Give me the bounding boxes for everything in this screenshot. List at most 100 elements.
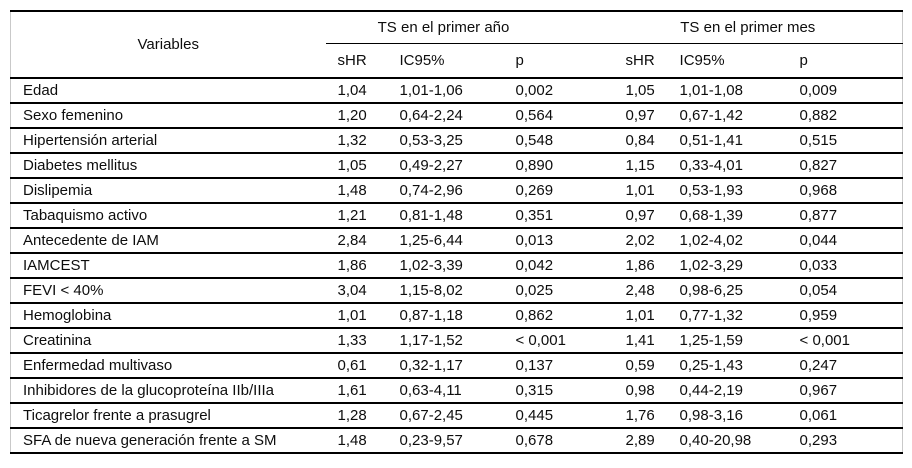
cell-shr-year: 1,32 (325, 128, 388, 154)
cell-variable: Antecedente de IAM (10, 228, 326, 254)
group-header-row: Variables TS en el primer año TS en el p… (10, 11, 903, 79)
cell-ic95-month: 1,01-1,08 (667, 78, 788, 104)
table-row: Tabaquismo activo 1,21 0,81-1,48 0,351 0,97 0… (10, 203, 903, 229)
cell-variable: Sexo femenino (10, 103, 326, 129)
cell-variable: Edad (10, 78, 326, 104)
table-row: Hipertensión arterial 1,32 0,53-3,25 0,548 0… (10, 128, 903, 154)
cell-ic95-month: 1,02-4,02 (667, 228, 788, 254)
cell-p-year: 0,890 (503, 153, 614, 179)
cell-p-month: 0,293 (787, 428, 903, 454)
cell-shr-month: 1,05 (613, 78, 668, 104)
table-row: FEVI < 40% 3,04 1,15-8,02 0,025 2,48 0,98-6,2… (10, 278, 903, 304)
cell-shr-month: 0,59 (613, 353, 668, 379)
cell-variable: Hemoglobina (10, 303, 326, 329)
cell-shr-year: 1,61 (325, 378, 388, 404)
cell-ic95-year: 0,81-1,48 (387, 203, 504, 229)
cell-p-year: 0,564 (503, 103, 614, 129)
table-row: Sexo femenino 1,20 0,64-2,24 0,564 0,97 0,67-… (10, 103, 903, 129)
cell-p-year: 0,678 (503, 428, 614, 454)
cell-p-month: 0,033 (787, 253, 903, 279)
cell-variable: Tabaquismo activo (10, 203, 326, 229)
cell-ic95-year: 1,02-3,39 (387, 253, 504, 279)
table-row: SFA de nueva generación frente a SM 1,48 0… (10, 428, 903, 454)
cell-ic95-month: 0,77-1,32 (667, 303, 788, 329)
cell-shr-year: 1,48 (325, 428, 388, 454)
subheader-row: sHR IC95% p sHR IC95% p (11, 43, 903, 79)
group-header-first-year: TS en el primer año (325, 11, 614, 44)
cell-ic95-year: 0,67-2,45 (387, 403, 504, 429)
table-row: Enfermedad multivaso 0,61 0,32-1,17 0,137 0,… (10, 353, 903, 379)
cell-shr-year: 1,33 (325, 328, 388, 354)
cell-p-year: 0,862 (503, 303, 614, 329)
cell-p-month: 0,967 (787, 378, 903, 404)
table-row: IAMCEST 1,86 1,02-3,39 0,042 1,86 1,02-3,29 0,… (10, 253, 903, 279)
cell-ic95-month: 0,25-1,43 (667, 353, 788, 379)
table-row: Diabetes mellitus 1,05 0,49-2,27 0,890 1,15 0… (10, 153, 903, 179)
cell-p-year: < 0,001 (503, 328, 614, 354)
cell-ic95-year: 0,23-9,57 (387, 428, 504, 454)
cell-p-year: 0,269 (503, 178, 614, 204)
cell-shr-year: 3,04 (325, 278, 388, 304)
table-body: Edad 1,04 1,01-1,06 0,002 1,05 1,01-1,08 0,009… (10, 78, 903, 454)
results-table: Variables TS en el primer año TS en el p… (10, 10, 904, 454)
cell-p-month: 0,515 (787, 128, 903, 154)
cell-ic95-year: 1,17-1,52 (387, 328, 504, 354)
cell-p-year: 0,445 (503, 403, 614, 429)
cell-shr-month: 1,76 (613, 403, 668, 429)
col-header-p-month: p (787, 43, 903, 79)
cell-ic95-year: 1,25-6,44 (387, 228, 504, 254)
cell-p-year: 0,025 (503, 278, 614, 304)
col-header-shr-month: sHR (613, 43, 668, 79)
table-row: Hemoglobina 1,01 0,87-1,18 0,862 1,01 0,77-1,… (10, 303, 903, 329)
table-row: Ticagrelor frente a prasugrel 1,28 0,67-2,… (10, 403, 903, 429)
group-header-first-month: TS en el primer mes (613, 11, 903, 44)
cell-variable: IAMCEST (10, 253, 326, 279)
cell-shr-year: 1,21 (325, 203, 388, 229)
cell-p-month: 0,054 (787, 278, 903, 304)
cell-ic95-month: 0,67-1,42 (667, 103, 788, 129)
cell-ic95-year: 0,87-1,18 (387, 303, 504, 329)
cell-ic95-month: 0,68-1,39 (667, 203, 788, 229)
cell-shr-year: 1,86 (325, 253, 388, 279)
cell-shr-month: 0,97 (613, 103, 668, 129)
cell-p-month: 0,044 (787, 228, 903, 254)
cell-p-month: 0,968 (787, 178, 903, 204)
cell-p-month: 0,959 (787, 303, 903, 329)
cell-shr-month: 1,15 (613, 153, 668, 179)
cell-shr-year: 0,61 (325, 353, 388, 379)
table-container: Variables TS en el primer año TS en el p… (10, 10, 904, 454)
cell-variable: Hipertensión arterial (10, 128, 326, 154)
cell-shr-year: 1,48 (325, 178, 388, 204)
cell-shr-year: 2,84 (325, 228, 388, 254)
cell-variable: Diabetes mellitus (10, 153, 326, 179)
cell-ic95-month: 0,33-4,01 (667, 153, 788, 179)
cell-ic95-year: 0,32-1,17 (387, 353, 504, 379)
cell-p-year: 0,013 (503, 228, 614, 254)
cell-shr-month: 0,97 (613, 203, 668, 229)
cell-p-year: 0,315 (503, 378, 614, 404)
cell-ic95-year: 0,64-2,24 (387, 103, 504, 129)
col-header-ic95-month: IC95% (667, 43, 788, 79)
cell-ic95-month: 0,40-20,98 (667, 428, 788, 454)
cell-p-year: 0,042 (503, 253, 614, 279)
cell-ic95-year: 0,49-2,27 (387, 153, 504, 179)
cell-shr-month: 2,89 (613, 428, 668, 454)
cell-ic95-month: 0,44-2,19 (667, 378, 788, 404)
cell-ic95-year: 0,53-3,25 (387, 128, 504, 154)
cell-shr-month: 1,41 (613, 328, 668, 354)
cell-ic95-month: 1,25-1,59 (667, 328, 788, 354)
cell-p-month: 0,877 (787, 203, 903, 229)
cell-p-year: 0,548 (503, 128, 614, 154)
cell-ic95-month: 0,53-1,93 (667, 178, 788, 204)
cell-shr-month: 1,01 (613, 303, 668, 329)
cell-shr-year: 1,20 (325, 103, 388, 129)
cell-ic95-month: 1,02-3,29 (667, 253, 788, 279)
cell-p-year: 0,002 (503, 78, 614, 104)
cell-ic95-year: 0,74-2,96 (387, 178, 504, 204)
cell-variable: Dislipemia (10, 178, 326, 204)
cell-p-year: 0,351 (503, 203, 614, 229)
table-row: Inhibidores de la glucoproteína IIb/IIIa… (10, 378, 903, 404)
cell-ic95-month: 0,98-6,25 (667, 278, 788, 304)
col-header-shr-year: sHR (325, 43, 388, 79)
